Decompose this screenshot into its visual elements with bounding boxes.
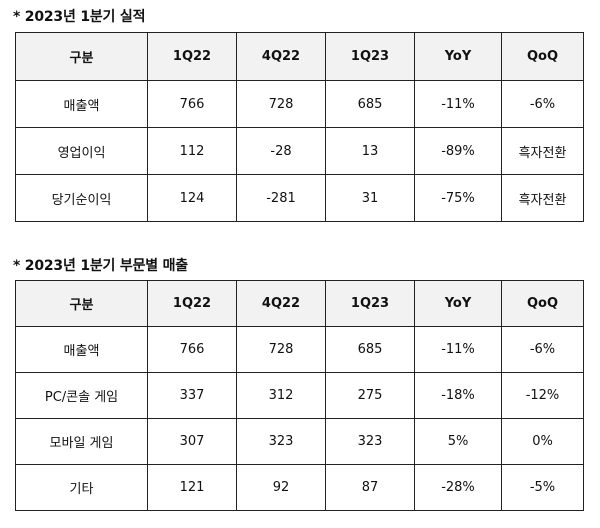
section-title-segment-revenue: * 2023년 1분기 부문별 매출 [13, 258, 188, 274]
table-row: 매출액 766 728 685 -11% -6% [15, 326, 584, 373]
cell-1q22: 766 [147, 80, 237, 128]
header-category: 구분 [15, 32, 148, 81]
quarterly-results-table: 구분 1Q22 4Q22 1Q23 YoY QoQ 매출액 766 728 68… [15, 32, 584, 222]
header-category: 구분 [15, 280, 148, 327]
table-row: 영업이익 112 -28 13 -89% 흑자전환 [15, 127, 584, 175]
table-header-row: 구분 1Q22 4Q22 1Q23 YoY QoQ [15, 32, 584, 81]
cell-4q22: -28 [236, 127, 326, 175]
cell-qoq: -6% [501, 326, 584, 373]
cell-1q23: 685 [325, 326, 415, 373]
cell-yoy: 5% [414, 418, 502, 465]
table-header-row: 구분 1Q22 4Q22 1Q23 YoY QoQ [15, 280, 584, 327]
cell-1q23: 323 [325, 418, 415, 465]
row-label: 모바일 게임 [15, 418, 148, 465]
header-qoq: QoQ [501, 32, 584, 81]
header-1q23: 1Q23 [325, 32, 415, 81]
cell-1q23: 31 [325, 174, 415, 222]
header-1q22: 1Q22 [147, 280, 237, 327]
cell-yoy: -89% [414, 127, 502, 175]
cell-yoy: -18% [414, 372, 502, 419]
cell-1q23: 13 [325, 127, 415, 175]
cell-yoy: -11% [414, 326, 502, 373]
cell-qoq: -6% [501, 80, 584, 128]
table-row: 매출액 766 728 685 -11% -6% [15, 80, 584, 128]
cell-1q22: 124 [147, 174, 237, 222]
cell-4q22: 728 [236, 326, 326, 373]
header-1q22: 1Q22 [147, 32, 237, 81]
cell-qoq: 흑자전환 [501, 127, 584, 175]
cell-4q22: 323 [236, 418, 326, 465]
section-title-quarterly-results: * 2023년 1분기 실적 [13, 9, 146, 25]
cell-1q23: 275 [325, 372, 415, 419]
cell-qoq: 흑자전환 [501, 174, 584, 222]
cell-1q22: 766 [147, 326, 237, 373]
cell-qoq: 0% [501, 418, 584, 465]
row-label: 기타 [15, 464, 148, 511]
cell-1q23: 87 [325, 464, 415, 511]
cell-1q22: 121 [147, 464, 237, 511]
row-label: 당기순이익 [15, 174, 148, 222]
cell-qoq: -12% [501, 372, 584, 419]
row-label: 매출액 [15, 80, 148, 128]
table-row: 모바일 게임 307 323 323 5% 0% [15, 418, 584, 465]
header-4q22: 4Q22 [236, 280, 326, 327]
table-row: 기타 121 92 87 -28% -5% [15, 464, 584, 511]
segment-revenue-table: 구분 1Q22 4Q22 1Q23 YoY QoQ 매출액 766 728 68… [15, 280, 584, 511]
cell-yoy: -11% [414, 80, 502, 128]
cell-4q22: -281 [236, 174, 326, 222]
cell-1q22: 337 [147, 372, 237, 419]
table-row: PC/콘솔 게임 337 312 275 -18% -12% [15, 372, 584, 419]
header-qoq: QoQ [501, 280, 584, 327]
cell-qoq: -5% [501, 464, 584, 511]
header-yoy: YoY [414, 32, 502, 81]
cell-4q22: 728 [236, 80, 326, 128]
cell-1q23: 685 [325, 80, 415, 128]
cell-yoy: -75% [414, 174, 502, 222]
cell-4q22: 92 [236, 464, 326, 511]
cell-1q22: 307 [147, 418, 237, 465]
header-1q23: 1Q23 [325, 280, 415, 327]
header-yoy: YoY [414, 280, 502, 327]
row-label: PC/콘솔 게임 [15, 372, 148, 419]
row-label: 영업이익 [15, 127, 148, 175]
row-label: 매출액 [15, 326, 148, 373]
cell-1q22: 112 [147, 127, 237, 175]
header-4q22: 4Q22 [236, 32, 326, 81]
table-row: 당기순이익 124 -281 31 -75% 흑자전환 [15, 174, 584, 222]
cell-4q22: 312 [236, 372, 326, 419]
cell-yoy: -28% [414, 464, 502, 511]
